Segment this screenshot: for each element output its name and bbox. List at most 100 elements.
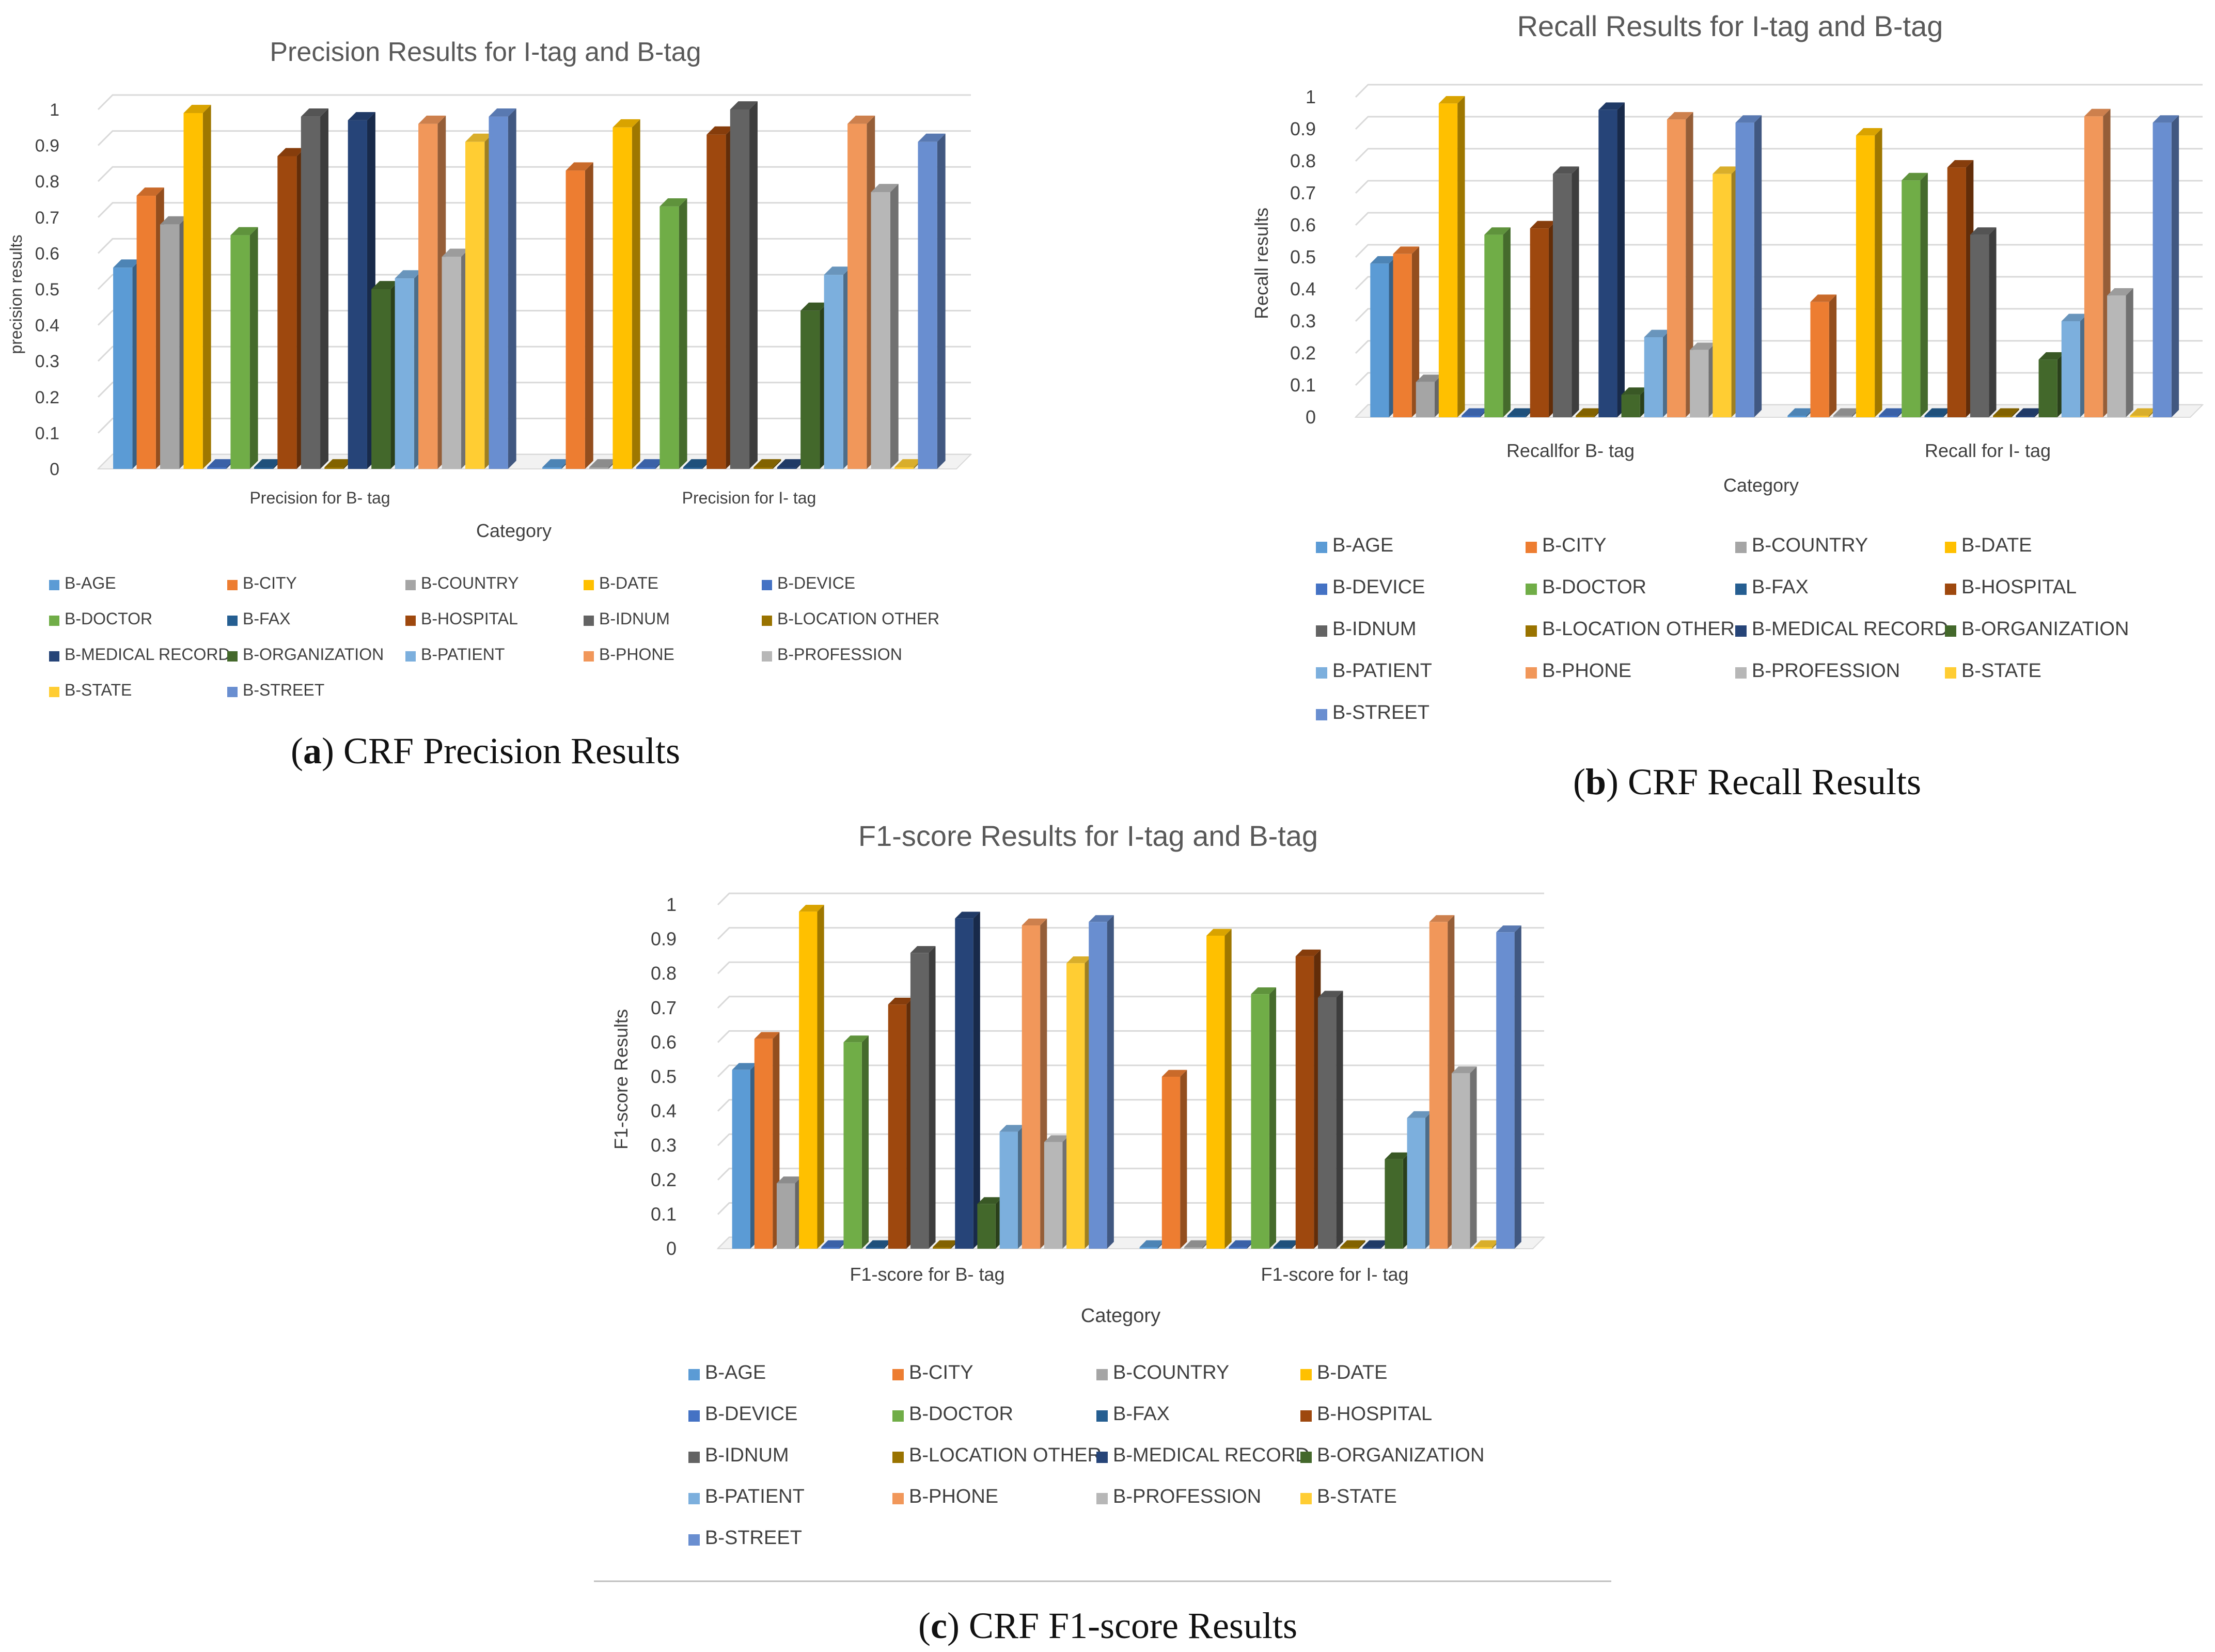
y-tick-label: 0.5 [651,1066,677,1087]
legend-item: B-PATIENT [405,645,505,664]
y-tick-label: 0.7 [1290,182,1316,203]
legend-swatch [688,1452,700,1463]
y-tick-label: 0.1 [35,423,59,443]
bar-side [1875,128,1882,417]
legend-item: B-IDNUM [688,1444,789,1466]
bar-top [2153,115,2179,123]
bar [1340,1240,1365,1249]
legend-label: B-FAX [1113,1403,1170,1425]
legend-item: B-PROFESSION [1096,1486,1261,1507]
y-tick-label: 0.3 [35,352,59,371]
bar-top [1385,1152,1410,1159]
bar-top [1690,342,1716,350]
legend-label: B-LOCATION OTHER [909,1444,1102,1466]
legend-swatch [1096,1369,1108,1380]
gridline [1355,180,2203,194]
legend-swatch [584,580,594,590]
bar-front [542,467,562,469]
bar-top [1317,990,1343,998]
bar-top [843,1035,869,1043]
bar-front [847,123,867,469]
bar-top [1644,329,1671,337]
bar-side [1180,1069,1187,1249]
bar-side [1358,1240,1365,1249]
legend-label: B-AGE [65,574,116,592]
bar-front [2016,416,2035,417]
legend-label: B-PATIENT [421,645,505,664]
legend-item: B-FAX [1096,1403,1170,1425]
bar [1735,115,1762,418]
y-tick-label: 0.8 [651,963,677,984]
bar-front [1295,956,1314,1249]
bar [918,133,946,469]
legend-item: B-DEVICE [688,1403,797,1425]
bar-front [1576,416,1595,417]
legend-label: B-DEVICE [705,1403,797,1425]
bar-top [1576,408,1602,416]
y-tick-label: 0.7 [651,997,677,1018]
caption-text: ) CRF Precision Results [322,730,680,772]
bar-side [202,105,211,469]
caption-label: a [303,730,322,772]
y-tick-label: 0.3 [651,1135,677,1156]
y-tick-label: 0.5 [35,280,59,300]
legend-item: B-MEDICAL RECORD [49,645,230,664]
legend-item: B-DOCTOR [49,609,152,628]
bar-front [894,467,914,469]
bar [999,1125,1025,1249]
bar-front [1317,997,1337,1249]
caption: (b) CRF Recall Results [1573,761,1921,803]
legend-item: B-AGE [1316,534,1393,556]
bar-top [871,184,899,193]
legend-swatch [892,1452,904,1463]
legend-item: B-LOCATION OTHER [1526,618,1735,640]
gridline [717,1099,1544,1112]
legend-item: B-STATE [1300,1486,1397,1507]
bar-side [632,119,640,469]
bar-front [1735,122,1754,418]
caption: (a) CRF Precision Results [291,730,680,772]
bar [732,1063,758,1249]
bar-top [301,108,328,117]
bar-side [1457,96,1465,417]
legend-label: B-DOCTOR [909,1403,1013,1425]
bar-front [2130,416,2149,417]
legend-swatch [1316,625,1327,637]
gridline [717,996,1544,1009]
bar-front [589,467,609,469]
legend-swatch [1096,1493,1108,1504]
bar-front [821,1247,840,1249]
legend-swatch [1945,584,1956,595]
bar-side [320,108,328,469]
bar-front [730,109,750,469]
legend-swatch [1526,542,1537,553]
y-tick-label: 0.3 [1290,310,1316,332]
bar-front [395,278,414,469]
legend-swatch [762,651,772,662]
legend-label: B-HOSPITAL [1961,576,2077,598]
bar [888,997,914,1249]
bar-front [1507,416,1526,417]
bar-top [866,1240,891,1247]
legend-swatch [688,1369,700,1380]
bar-side [1686,112,1693,417]
bar-front [207,467,227,469]
bar [847,115,875,469]
bar-front [1184,1247,1203,1249]
bar [1496,925,1521,1249]
bar-front [1924,416,1943,417]
bar-top [933,1240,958,1247]
legend-swatch [1735,542,1747,553]
bar-side [1617,102,1625,417]
legend-item: B-PROFESSION [762,645,902,664]
y-tick-label: 1 [1306,86,1316,107]
legend-swatch [892,1410,904,1422]
legend-swatch [227,616,238,626]
legend-label: B-LOCATION OTHER [1542,618,1735,640]
bar [1530,221,1557,417]
bar [910,946,936,1249]
bar-front [489,116,508,469]
bar [395,270,422,469]
y-tick-label: 0.4 [35,316,59,336]
y-tick-label: 0.6 [35,244,59,263]
